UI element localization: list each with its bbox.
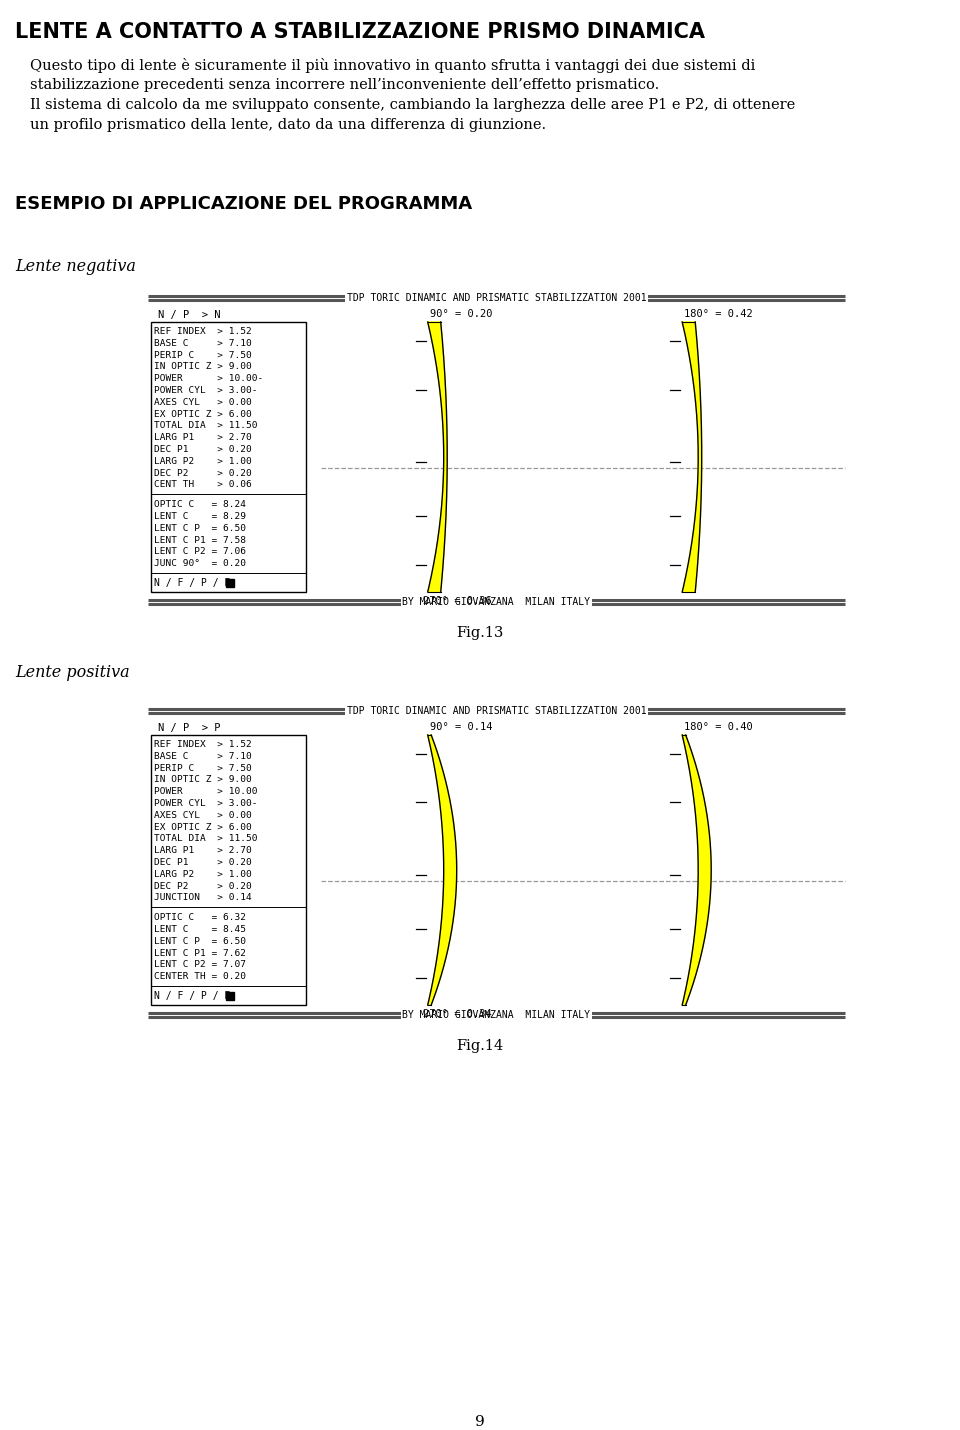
Text: Questo tipo di lente è sicuramente il più innovativo in quanto sfrutta i vantagg: Questo tipo di lente è sicuramente il pi… bbox=[30, 59, 756, 73]
Text: DEC P1     > 0.20: DEC P1 > 0.20 bbox=[154, 445, 252, 453]
Text: N / F / P / E: N / F / P / E bbox=[154, 578, 230, 588]
Text: LENT C P1 = 7.58: LENT C P1 = 7.58 bbox=[154, 536, 246, 545]
Text: OPTIC C   = 8.24: OPTIC C = 8.24 bbox=[154, 500, 246, 509]
Polygon shape bbox=[683, 322, 702, 592]
Text: LENTE A CONTATTO A STABILIZZAZIONE PRISMO DINAMICA: LENTE A CONTATTO A STABILIZZAZIONE PRISM… bbox=[15, 21, 705, 41]
Text: POWER      > 10.00-: POWER > 10.00- bbox=[154, 375, 263, 383]
Polygon shape bbox=[428, 735, 457, 1005]
Text: 270° = 0.36: 270° = 0.36 bbox=[422, 596, 492, 606]
Text: BY MARIO GIOVANZANA  MILAN ITALY: BY MARIO GIOVANZANA MILAN ITALY bbox=[402, 596, 590, 606]
Text: BY MARIO GIOVANZANA  MILAN ITALY: BY MARIO GIOVANZANA MILAN ITALY bbox=[402, 1010, 590, 1020]
Bar bbox=[226, 579, 234, 586]
Text: Il sistema di calcolo da me sviluppato consente, cambiando la larghezza delle ar: Il sistema di calcolo da me sviluppato c… bbox=[30, 99, 795, 112]
Text: LARG P2    > 1.00: LARG P2 > 1.00 bbox=[154, 456, 252, 466]
Polygon shape bbox=[683, 735, 711, 1005]
Text: 90° = 0.14: 90° = 0.14 bbox=[430, 722, 492, 732]
Text: JUNC 90°  = 0.20: JUNC 90° = 0.20 bbox=[154, 559, 246, 568]
Text: POWER      > 10.00: POWER > 10.00 bbox=[154, 787, 257, 797]
Text: IN OPTIC Z > 9.00: IN OPTIC Z > 9.00 bbox=[154, 775, 252, 785]
Text: TOTAL DIA  > 11.50: TOTAL DIA > 11.50 bbox=[154, 422, 257, 430]
Text: TDP TORIC DINAMIC AND PRISMATIC STABILIZZATION 2001: TDP TORIC DINAMIC AND PRISMATIC STABILIZ… bbox=[347, 706, 646, 716]
Text: BASE C     > 7.10: BASE C > 7.10 bbox=[154, 752, 252, 761]
Text: TOTAL DIA  > 11.50: TOTAL DIA > 11.50 bbox=[154, 834, 257, 844]
Text: LENT C P1 = 7.62: LENT C P1 = 7.62 bbox=[154, 948, 246, 958]
Text: Lente positiva: Lente positiva bbox=[15, 664, 130, 681]
Text: LARG P1    > 2.70: LARG P1 > 2.70 bbox=[154, 847, 252, 855]
Text: Lente negativa: Lente negativa bbox=[15, 257, 136, 275]
Text: JUNCTION   > 0.14: JUNCTION > 0.14 bbox=[154, 894, 252, 902]
Text: LENT C    = 8.29: LENT C = 8.29 bbox=[154, 512, 246, 521]
Text: LARG P2    > 1.00: LARG P2 > 1.00 bbox=[154, 869, 252, 879]
Text: N / P  > N: N / P > N bbox=[158, 310, 221, 320]
Text: un profilo prismatico della lente, dato da una differenza di giunzione.: un profilo prismatico della lente, dato … bbox=[30, 119, 546, 132]
Text: AXES CYL   > 0.00: AXES CYL > 0.00 bbox=[154, 398, 252, 406]
Text: 180° = 0.42: 180° = 0.42 bbox=[684, 309, 753, 319]
Text: N / P  > P: N / P > P bbox=[158, 724, 221, 734]
Text: PERIP C    > 7.50: PERIP C > 7.50 bbox=[154, 350, 252, 359]
Text: LENT C P2 = 7.06: LENT C P2 = 7.06 bbox=[154, 548, 246, 556]
Text: TDP TORIC DINAMIC AND PRISMATIC STABILIZZATION 2001: TDP TORIC DINAMIC AND PRISMATIC STABILIZ… bbox=[347, 293, 646, 303]
Text: EX OPTIC Z > 6.00: EX OPTIC Z > 6.00 bbox=[154, 409, 252, 419]
Text: CENTER TH = 0.20: CENTER TH = 0.20 bbox=[154, 972, 246, 981]
Text: DEC P2     > 0.20: DEC P2 > 0.20 bbox=[154, 469, 252, 478]
Text: REF INDEX  > 1.52: REF INDEX > 1.52 bbox=[154, 739, 252, 749]
Text: 180° = 0.40: 180° = 0.40 bbox=[684, 722, 753, 732]
Text: Fig.13: Fig.13 bbox=[456, 626, 504, 641]
Text: N / F / P / E: N / F / P / E bbox=[154, 991, 230, 1001]
Text: 270° = 0.34: 270° = 0.34 bbox=[422, 1010, 492, 1020]
Text: POWER CYL  > 3.00-: POWER CYL > 3.00- bbox=[154, 386, 257, 395]
Bar bbox=[151, 322, 306, 592]
Polygon shape bbox=[428, 322, 447, 592]
Text: EX OPTIC Z > 6.00: EX OPTIC Z > 6.00 bbox=[154, 822, 252, 832]
Text: LARG P1    > 2.70: LARG P1 > 2.70 bbox=[154, 433, 252, 442]
Text: CENT TH    > 0.06: CENT TH > 0.06 bbox=[154, 480, 252, 489]
Bar bbox=[151, 735, 306, 1005]
Text: 9: 9 bbox=[475, 1416, 485, 1429]
Text: LENT C P  = 6.50: LENT C P = 6.50 bbox=[154, 937, 246, 945]
Bar bbox=[226, 992, 234, 1000]
Text: LENT C P  = 6.50: LENT C P = 6.50 bbox=[154, 523, 246, 533]
Text: POWER CYL  > 3.00-: POWER CYL > 3.00- bbox=[154, 799, 257, 808]
Text: IN OPTIC Z > 9.00: IN OPTIC Z > 9.00 bbox=[154, 362, 252, 372]
Text: DEC P1     > 0.20: DEC P1 > 0.20 bbox=[154, 858, 252, 867]
Text: DEC P2     > 0.20: DEC P2 > 0.20 bbox=[154, 882, 252, 891]
Text: PERIP C    > 7.50: PERIP C > 7.50 bbox=[154, 764, 252, 772]
Text: 90° = 0.20: 90° = 0.20 bbox=[430, 309, 492, 319]
Text: ESEMPIO DI APPLICAZIONE DEL PROGRAMMA: ESEMPIO DI APPLICAZIONE DEL PROGRAMMA bbox=[15, 194, 472, 213]
Text: LENT C    = 8.45: LENT C = 8.45 bbox=[154, 925, 246, 934]
Text: BASE C     > 7.10: BASE C > 7.10 bbox=[154, 339, 252, 347]
Text: REF INDEX  > 1.52: REF INDEX > 1.52 bbox=[154, 327, 252, 336]
Text: stabilizzazione precedenti senza incorrere nell’inconveniente dell’effetto prism: stabilizzazione precedenti senza incorre… bbox=[30, 79, 660, 92]
Text: AXES CYL   > 0.00: AXES CYL > 0.00 bbox=[154, 811, 252, 819]
Text: LENT C P2 = 7.07: LENT C P2 = 7.07 bbox=[154, 961, 246, 970]
Text: Fig.14: Fig.14 bbox=[456, 1040, 504, 1052]
Text: OPTIC C   = 6.32: OPTIC C = 6.32 bbox=[154, 914, 246, 922]
